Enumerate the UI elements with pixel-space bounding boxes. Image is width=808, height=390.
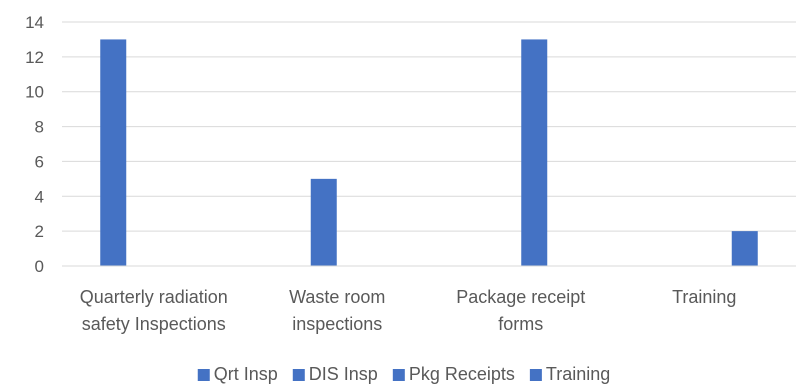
legend: Qrt Insp DIS Insp Pkg Receipts Training xyxy=(197,364,610,384)
legend-label: DIS Insp xyxy=(309,364,378,384)
x-axis-category-labels: Quarterly radiation safety Inspections Was… xyxy=(80,287,737,334)
x-category-label: Waste room xyxy=(289,287,385,307)
x-category-label: forms xyxy=(498,314,543,334)
y-tick-label: 6 xyxy=(35,152,44,171)
legend-label: Qrt Insp xyxy=(214,364,278,384)
bar xyxy=(310,178,337,266)
y-axis-tick-labels: 0 2 4 6 8 10 12 14 xyxy=(25,13,44,276)
x-category-label: Package receipt xyxy=(456,287,585,307)
y-tick-label: 0 xyxy=(35,257,44,276)
gridlines xyxy=(62,21,796,232)
legend-swatch xyxy=(292,369,305,381)
x-category-label: Training xyxy=(672,287,736,307)
legend-swatch xyxy=(197,369,210,381)
bar xyxy=(100,39,127,266)
bar xyxy=(521,39,548,266)
y-tick-label: 4 xyxy=(35,187,44,206)
legend-item: Pkg Receipts xyxy=(392,364,515,384)
legend-label: Pkg Receipts xyxy=(409,364,515,384)
legend-swatch xyxy=(392,369,405,381)
legend-item: DIS Insp xyxy=(292,364,378,384)
legend-swatch xyxy=(529,369,542,381)
x-category-label: Quarterly radiation xyxy=(80,287,228,307)
bar xyxy=(731,231,758,266)
y-tick-label: 8 xyxy=(35,118,44,137)
y-tick-label: 12 xyxy=(25,48,44,67)
x-category-label: inspections xyxy=(292,314,382,334)
y-tick-label: 14 xyxy=(25,13,44,32)
legend-label: Training xyxy=(546,364,610,384)
y-tick-label: 10 xyxy=(25,83,44,102)
legend-item: Training xyxy=(529,364,610,384)
legend-item: Qrt Insp xyxy=(197,364,278,384)
y-tick-label: 2 xyxy=(35,222,44,241)
x-category-label: safety Inspections xyxy=(82,314,226,334)
bars xyxy=(100,39,758,266)
